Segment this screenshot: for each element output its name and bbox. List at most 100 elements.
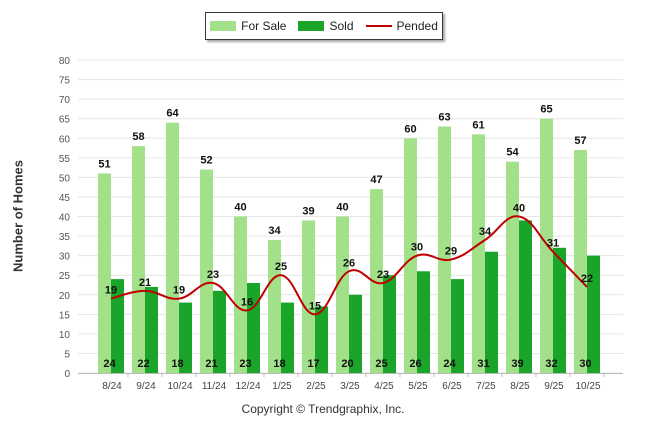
pended-line[interactable] [110,215,588,316]
for-sale-data-label: 64 [166,108,179,120]
pended-data-label: 19 [173,285,185,297]
y-tick-label: 35 [59,232,71,243]
x-tick-label: 5/25 [408,381,428,392]
sold-bar[interactable] [349,294,362,373]
for-sale-data-label: 65 [540,104,552,116]
legend-item-pended[interactable]: Pended [365,19,438,33]
y-tick-label: 70 [59,95,71,106]
sold-data-label: 26 [409,358,421,370]
x-tick-label: 4/25 [374,381,394,392]
legend-item-sold[interactable]: Sold [298,19,354,33]
x-tick-label: 10/25 [575,381,600,392]
sold-data-label: 39 [511,358,523,370]
for-sale-bar[interactable] [472,134,485,373]
sold-data-label: 24 [103,358,116,370]
y-tick-label: 80 [59,56,71,67]
x-tick-label: 7/25 [476,381,496,392]
for-sale-bar[interactable] [302,220,315,373]
for-sale-bar[interactable] [404,138,417,373]
x-tick-label: 3/25 [340,381,360,392]
for-sale-swatch [210,21,237,31]
sold-bar[interactable] [383,275,396,373]
pended-data-label: 22 [581,273,593,285]
x-tick-label: 12/24 [235,381,260,392]
sold-data-label: 21 [205,358,217,370]
for-sale-bar[interactable] [132,146,145,373]
for-sale-bar[interactable] [268,239,281,373]
sold-data-label: 31 [477,358,489,370]
for-sale-bar[interactable] [540,118,553,373]
for-sale-bar[interactable] [98,173,111,373]
for-sale-data-label: 34 [268,225,281,237]
x-tick-label: 8/25 [510,381,530,392]
y-tick-label: 10 [59,330,71,341]
sold-bar[interactable] [281,302,294,373]
for-sale-bar[interactable] [438,126,451,373]
sold-data-label: 20 [341,358,353,370]
for-sale-data-label: 51 [98,158,110,170]
y-tick-label: 65 [59,115,71,126]
y-tick-label: 0 [64,369,70,380]
sold-bar[interactable] [179,302,192,373]
sold-data-label: 17 [307,358,319,370]
y-tick-label: 20 [59,291,71,302]
pended-data-label: 25 [275,261,287,273]
sold-bar[interactable] [451,279,464,373]
sold-data-label: 18 [273,358,285,370]
pended-data-label: 29 [445,246,457,258]
sold-bar[interactable] [587,255,600,373]
sold-bar[interactable] [485,251,498,373]
sold-bar[interactable] [553,247,566,373]
for-sale-bar[interactable] [574,149,587,373]
y-tick-label: 5 [64,349,70,360]
sold-bar[interactable] [417,271,430,373]
legend-item-for-sale[interactable]: For Sale [210,19,286,33]
for-sale-data-label: 63 [438,112,450,124]
y-tick-label: 60 [59,134,71,145]
pended-data-label: 23 [377,269,389,281]
sold-data-label: 23 [239,358,251,370]
for-sale-data-label: 60 [404,123,416,135]
for-sale-bar[interactable] [336,216,349,374]
sold-data-label: 22 [137,358,149,370]
x-tick-label: 2/25 [306,381,326,392]
pended-data-label: 30 [411,242,423,254]
x-tick-label: 8/24 [102,381,122,392]
sold-data-label: 32 [545,358,557,370]
sold-bar[interactable] [213,290,226,373]
for-sale-data-label: 40 [234,202,246,214]
sold-data-label: 25 [375,358,387,370]
for-sale-bar[interactable] [234,216,247,374]
sold-bar[interactable] [247,283,260,373]
sold-bar[interactable] [145,286,158,373]
for-sale-data-label: 47 [370,174,382,186]
copyright: Copyright © Trendgraphix, Inc. [241,402,405,416]
for-sale-bar[interactable] [370,189,383,373]
for-sale-data-label: 57 [574,135,586,147]
pended-data-label: 21 [139,277,151,289]
for-sale-data-label: 54 [506,147,519,159]
for-sale-data-label: 52 [200,155,212,167]
legend-label-sold: Sold [329,19,354,33]
y-tick-label: 30 [59,252,71,263]
x-tick-label: 11/24 [202,381,227,392]
pended-data-label: 26 [343,257,355,269]
pended-data-label: 16 [241,296,253,308]
sold-data-label: 24 [443,358,456,370]
legend-label-for-sale: For Sale [241,19,287,33]
sold-swatch [298,21,325,31]
sold-bar[interactable] [315,306,328,373]
y-tick-label: 45 [59,193,71,204]
for-sale-bar[interactable] [506,161,519,373]
for-sale-bar[interactable] [166,122,179,373]
legend-label-pended: Pended [396,19,438,33]
pended-data-label: 34 [479,226,492,238]
x-tick-label: 6/25 [442,381,462,392]
for-sale-bar[interactable] [200,169,213,373]
pended-data-label: 15 [309,300,321,312]
sold-bar[interactable] [111,279,124,373]
pended-data-label: 19 [105,285,117,297]
for-sale-data-label: 61 [472,119,484,131]
sold-bar[interactable] [519,220,532,373]
